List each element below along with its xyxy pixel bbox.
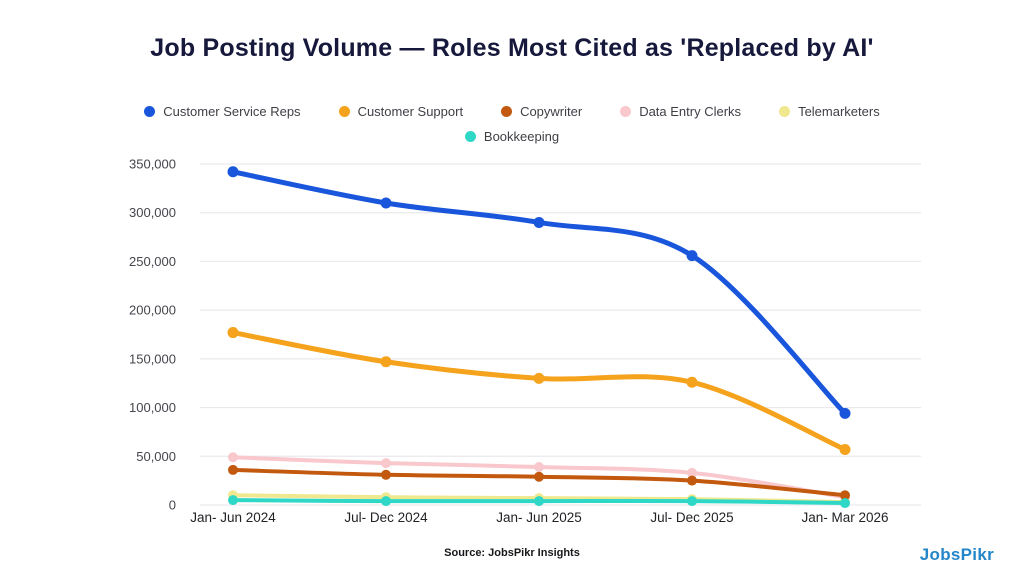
y-tick-label: 0 (169, 498, 176, 513)
series-data-entry-clerks (228, 452, 850, 503)
x-tick-label: Jan- Jun 2025 (496, 510, 582, 525)
data-point (839, 443, 851, 455)
data-point (227, 327, 239, 339)
legend-label: Customer Service Reps (163, 104, 301, 119)
x-axis-tick-labels: Jan- Jun 2024 Jul- Dec 2024 Jan- Jun 2025 J… (190, 510, 888, 525)
series-copywriter (228, 464, 850, 501)
chart-legend: Customer Service Reps Customer Support Cop… (0, 104, 1024, 144)
legend-item-bookkeeping: Bookkeeping (464, 129, 560, 144)
data-point (534, 496, 544, 507)
legend-item-customer-service-reps: Customer Service Reps (144, 104, 301, 119)
data-point (227, 166, 239, 178)
y-tick-label: 200,000 (129, 303, 176, 318)
data-point (380, 356, 392, 368)
data-point (228, 495, 238, 506)
x-tick-label: Jan- Jun 2024 (190, 510, 276, 525)
y-tick-label: 350,000 (129, 157, 176, 172)
legend-dot-icon (620, 106, 632, 117)
y-tick-label: 150,000 (129, 351, 176, 366)
legend-item-copywriter: Copywriter (501, 104, 582, 119)
x-tick-label: Jul- Dec 2024 (344, 510, 428, 525)
data-point (840, 490, 850, 501)
y-axis-tick-labels: 0 50,000 100,000 150,000 200,000 250,000 300,0… (129, 157, 176, 513)
data-point (228, 464, 238, 475)
data-point (534, 462, 544, 473)
data-point (686, 376, 698, 388)
data-point (686, 250, 698, 262)
y-tick-label: 250,000 (129, 254, 176, 269)
legend-dot-icon (501, 106, 513, 117)
data-point (380, 197, 392, 209)
data-point (381, 469, 391, 480)
legend-label: Telemarketers (798, 104, 880, 119)
legend-label: Copywriter (520, 104, 583, 119)
series-bookkeeping (228, 495, 850, 509)
legend-label: Customer Support (357, 104, 464, 119)
legend-dot-icon (144, 106, 156, 117)
data-point (533, 216, 545, 228)
series-customer-support (227, 327, 851, 455)
data-point (687, 475, 697, 486)
y-tick-label: 300,000 (129, 205, 176, 220)
series-customer-service-reps (227, 166, 851, 419)
gridlines (200, 163, 921, 506)
legend-label: Bookkeeping (483, 129, 560, 144)
x-tick-label: Jul- Dec 2025 (650, 510, 733, 525)
legend-row: Customer Service Reps Customer Support Cop… (144, 104, 880, 119)
legend-item-data-entry-clerks: Data Entry Clerks (620, 104, 741, 119)
source-note: Source: JobsPikr Insights (444, 547, 580, 559)
y-tick-label: 50,000 (136, 449, 176, 464)
data-point (840, 498, 850, 509)
legend-row: Bookkeeping (464, 129, 560, 144)
data-point (839, 407, 851, 419)
data-point (381, 496, 391, 507)
x-tick-label: Jan- Mar 2026 (801, 510, 888, 525)
y-tick-label: 100,000 (129, 400, 176, 415)
legend-dot-icon (338, 106, 350, 117)
data-point (381, 458, 391, 469)
legend-item-telemarketers: Telemarketers (779, 104, 880, 119)
data-point (228, 452, 238, 463)
data-point (687, 496, 697, 507)
data-point (687, 467, 697, 478)
jobspikr-logo: JobsPikr (919, 545, 994, 564)
legend-dot-icon (779, 106, 791, 117)
legend-dot-icon (464, 131, 476, 142)
data-point (534, 471, 544, 482)
data-point (533, 372, 545, 384)
legend-item-customer-support: Customer Support (338, 104, 464, 119)
legend-label: Data Entry Clerks (639, 104, 742, 119)
chart-title: Job Posting Volume — Roles Most Cited as… (150, 34, 874, 62)
